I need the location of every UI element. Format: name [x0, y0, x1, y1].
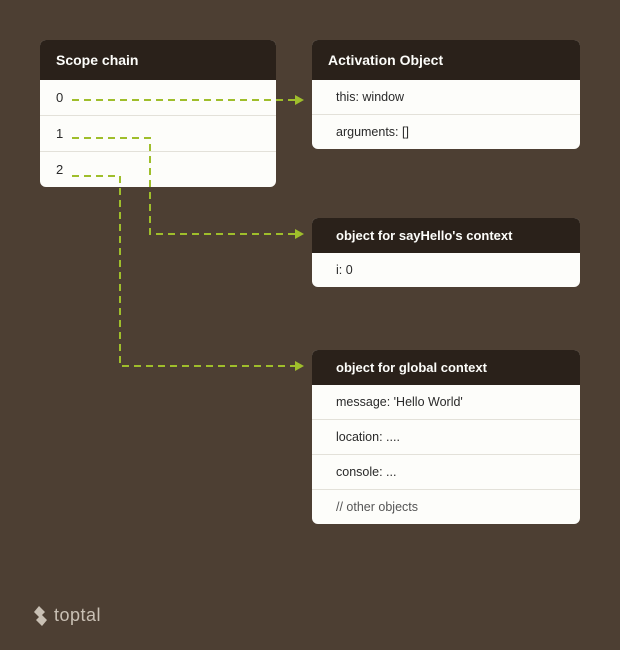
scope-index-2: 2 — [40, 152, 276, 187]
toptal-logo-text: toptal — [54, 605, 101, 626]
global-row-other: // other objects — [312, 490, 580, 524]
sayhello-context-panel: object for sayHello's context i: 0 — [312, 218, 580, 287]
scope-index-0: 0 — [40, 80, 276, 116]
global-row-location: location: .... — [312, 420, 580, 455]
toptal-logo: toptal — [34, 605, 101, 626]
global-context-panel: object for global context message: 'Hell… — [312, 350, 580, 524]
toptal-logo-icon — [34, 606, 50, 626]
activation-row-arguments: arguments: [] — [312, 115, 580, 149]
activation-row-this: this: window — [312, 80, 580, 115]
scope-index-1: 1 — [40, 116, 276, 152]
scope-chain-panel: Scope chain 0 1 2 — [40, 40, 276, 187]
sayhello-row-i: i: 0 — [312, 253, 580, 287]
scope-chain-title: Scope chain — [40, 40, 276, 80]
activation-object-panel: Activation Object this: window arguments… — [312, 40, 580, 149]
global-row-message: message: 'Hello World' — [312, 385, 580, 420]
global-row-console: console: ... — [312, 455, 580, 490]
global-context-title: object for global context — [312, 350, 580, 385]
sayhello-context-title: object for sayHello's context — [312, 218, 580, 253]
activation-object-title: Activation Object — [312, 40, 580, 80]
